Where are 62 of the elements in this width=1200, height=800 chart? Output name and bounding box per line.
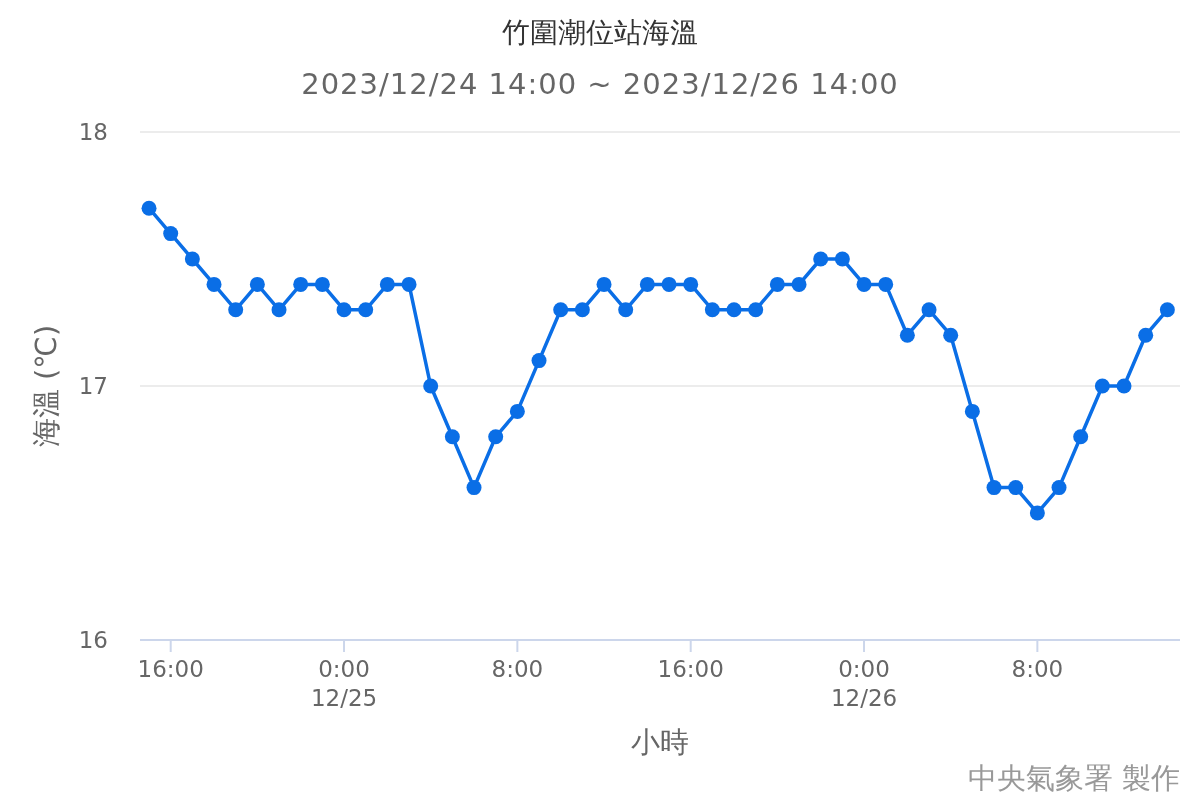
point [293, 276, 309, 292]
point [639, 276, 655, 292]
point [748, 302, 764, 318]
x-tick-label: 16:00 [137, 656, 204, 682]
point [618, 302, 634, 318]
point [466, 480, 482, 496]
point [184, 251, 200, 267]
point [726, 302, 742, 318]
point [1029, 505, 1045, 521]
y-tick-label: 18 [78, 119, 108, 145]
y-tick-label: 17 [78, 373, 108, 399]
point [834, 251, 850, 267]
point [1094, 378, 1110, 394]
point [379, 276, 395, 292]
point [531, 353, 547, 369]
point [401, 276, 417, 292]
x-tick-label: 16:00 [657, 656, 724, 682]
x-axis-title: 小時 [631, 725, 689, 759]
x-tick-label: 8:00 [491, 656, 544, 682]
point [1159, 302, 1175, 318]
point [704, 302, 720, 318]
point [596, 276, 612, 292]
text: 中央氣象署 製作 [967, 761, 1180, 795]
chart-subtitle: 2023/12/24 14:00 ~ 2023/12/26 14:00 [301, 67, 899, 101]
point [336, 302, 352, 318]
point [921, 302, 937, 318]
y-tick-label: 16 [78, 627, 108, 653]
point [769, 276, 785, 292]
point [206, 276, 222, 292]
point [509, 403, 525, 419]
point [661, 276, 677, 292]
point [1051, 480, 1067, 496]
point [271, 302, 287, 318]
point [986, 480, 1002, 496]
point [314, 276, 330, 292]
point [1116, 378, 1132, 394]
point [488, 429, 504, 445]
x-tick-label: 0:00 12/25 [310, 656, 378, 711]
point [1138, 327, 1154, 343]
point [791, 276, 807, 292]
point [878, 276, 894, 292]
point [249, 276, 265, 292]
point [574, 302, 590, 318]
point [1073, 429, 1089, 445]
x-tick-label: 0:00 12/26 [830, 656, 898, 711]
point [228, 302, 244, 318]
point [358, 302, 374, 318]
point [856, 276, 872, 292]
point [444, 429, 460, 445]
point [553, 302, 569, 318]
x-tick-label: 8:00 [1011, 656, 1064, 682]
y-axis-title: 海溫 (℃) [29, 324, 63, 448]
point [964, 403, 980, 419]
point [813, 251, 829, 267]
point [899, 327, 915, 343]
point [683, 276, 699, 292]
point [423, 378, 439, 394]
chart-title: 竹圍潮位站海溫 [502, 16, 698, 49]
point [163, 226, 179, 242]
point [943, 327, 959, 343]
point [1008, 480, 1024, 496]
point [141, 200, 157, 216]
